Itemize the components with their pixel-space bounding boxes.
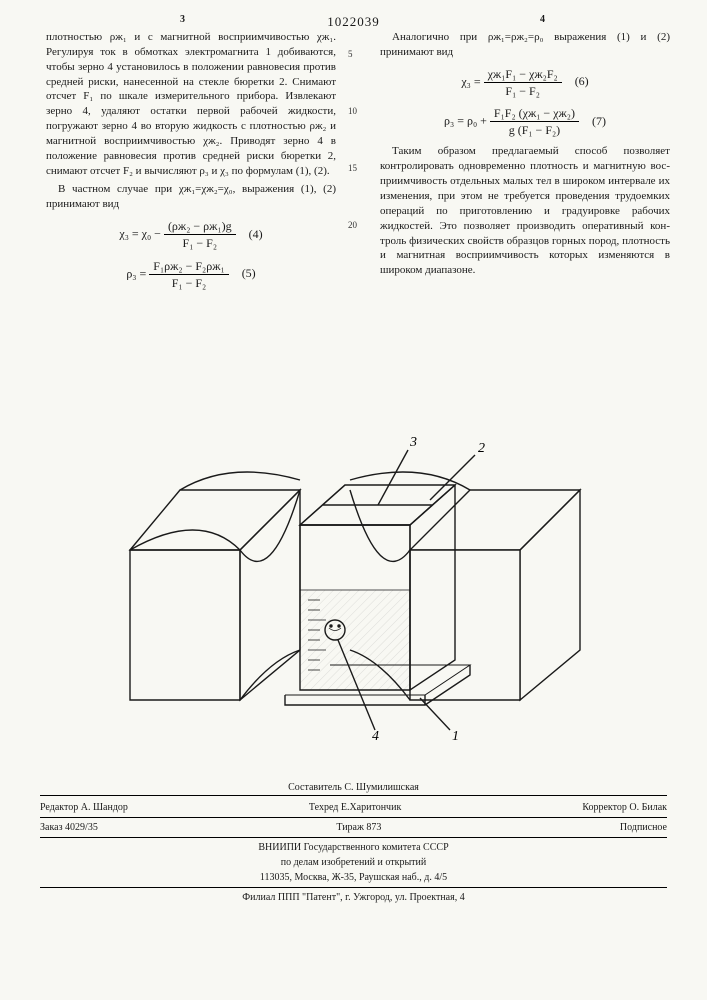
denominator: F₁ − F₂ xyxy=(164,235,236,251)
tech-editor: Техред Е.Харитончик xyxy=(309,800,401,815)
subscription: Подписное xyxy=(620,820,667,835)
paragraph: плотностью ρж₁ и с магнитной вос­приимчи… xyxy=(46,30,336,178)
formula-6: χ₃ = χж₁F₁ − χж₂F₂ F₁ − F₂ (6) xyxy=(380,66,670,99)
line-mark: 10 xyxy=(348,107,357,116)
formula-lhs: ρ₃ = xyxy=(126,266,146,280)
compiler: Составитель С. Шумилишская xyxy=(40,780,667,795)
org-line: по делам изобретений и открытий xyxy=(40,855,667,870)
formula-label: (4) xyxy=(249,227,263,241)
denominator: F₁ − F₂ xyxy=(149,275,228,291)
editor: Редактор А. Шандор xyxy=(40,800,128,815)
tirazh: Тираж 873 xyxy=(336,820,381,835)
formula-7: ρ₃ = ρ₀ + F₁F₂ (χж₁ − χж₂) g (F₁ − F₂) (… xyxy=(380,105,670,138)
patent-page: 3 1022039 4 5 10 15 20 плотностью ρж₁ и … xyxy=(0,0,707,1000)
numerator: χж₁F₁ − χж₂F₂ xyxy=(484,66,562,83)
numerator: F₁F₂ (χж₁ − χж₂) xyxy=(490,105,579,122)
figure-label-1: 1 xyxy=(452,729,459,740)
formula-label: (6) xyxy=(575,74,589,88)
formula-lhs: χ₃ = χ₀ − xyxy=(119,227,161,241)
numerator: (ρж₂ − ρж₁)g xyxy=(164,218,236,235)
fraction: (ρж₂ − ρж₁)g F₁ − F₂ xyxy=(164,218,236,251)
colophon-row: Заказ 4029/35 Тираж 873 Подписное xyxy=(40,820,667,835)
numerator: F₁ρж₂ − F₂ρж₁ xyxy=(149,258,228,275)
formula-5: ρ₃ = F₁ρж₂ − F₂ρж₁ F₁ − F₂ (5) xyxy=(46,258,336,291)
formula-lhs: χ₃ = xyxy=(461,74,480,88)
colophon-row: Редактор А. Шандор Техред Е.Харитончик К… xyxy=(40,795,667,815)
figure-svg: 3 2 4 1 xyxy=(120,430,590,740)
paragraph: В частном случае при χж₁=χж₂=χ₀, выражен… xyxy=(46,182,336,212)
line-mark: 20 xyxy=(348,221,357,230)
paragraph: Аналогично при ρж₁=ρж₂=ρ₀ выражения (1) … xyxy=(380,30,670,60)
figure-label-4: 4 xyxy=(372,729,379,740)
denominator: F₁ − F₂ xyxy=(484,83,562,99)
line-mark: 15 xyxy=(348,164,357,173)
org-line: ВНИИПИ Государственного комитета СССР xyxy=(40,840,667,855)
colophon: Составитель С. Шумилишская Редактор А. Ш… xyxy=(40,780,667,905)
address: Филиал ППП "Патент", г. Ужгород, ул. Про… xyxy=(40,890,667,905)
address: 113035, Москва, Ж-35, Раушская наб., д. … xyxy=(40,870,667,885)
order-number: Заказ 4029/35 xyxy=(40,820,98,835)
formula-label: (5) xyxy=(242,266,256,280)
fraction: F₁F₂ (χж₁ − χж₂) g (F₁ − F₂) xyxy=(490,105,579,138)
left-column: плотностью ρж₁ и с магнитной вос­приимчи… xyxy=(46,30,336,297)
denominator: g (F₁ − F₂) xyxy=(490,122,579,138)
fraction: χж₁F₁ − χж₂F₂ F₁ − F₂ xyxy=(484,66,562,99)
fraction: F₁ρж₂ − F₂ρж₁ F₁ − F₂ xyxy=(149,258,228,291)
formula-lhs: ρ₃ = ρ₀ + xyxy=(444,114,487,128)
line-mark: 5 xyxy=(348,50,357,59)
col-number-right: 4 xyxy=(540,14,545,25)
figure-label-2: 2 xyxy=(478,441,485,456)
line-number-marks: 5 10 15 20 xyxy=(348,50,357,278)
right-column: Аналогично при ρж₁=ρж₂=ρ₀ выражения (1) … xyxy=(380,30,670,278)
figure-label-3: 3 xyxy=(409,435,417,450)
formula-label: (7) xyxy=(592,114,606,128)
paragraph: Таким образом предлагаемый спо­соб позво… xyxy=(380,144,670,278)
corrector: Корректор О. Билак xyxy=(582,800,667,815)
apparatus-figure: 3 2 4 1 xyxy=(120,430,590,740)
formula-4: χ₃ = χ₀ − (ρж₂ − ρж₁)g F₁ − F₂ (4) xyxy=(46,218,336,251)
document-id: 1022039 xyxy=(327,14,380,30)
col-number-left: 3 xyxy=(180,14,185,25)
